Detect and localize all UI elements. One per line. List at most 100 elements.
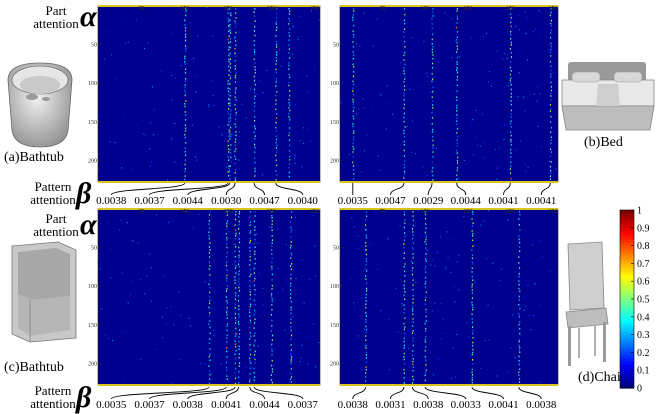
heatmap-cell (225, 361, 227, 364)
heatmap-cell (510, 161, 512, 164)
heatmap-cell (523, 96, 525, 98)
heatmap-cell (209, 261, 211, 263)
heatmap-cell (549, 178, 551, 180)
heatmap-cell (253, 379, 255, 382)
heatmap-cell (404, 28, 406, 30)
heatmap-cell (388, 319, 390, 321)
heatmap-cell (291, 334, 293, 337)
heatmap-cell (431, 310, 433, 312)
heatmap-cell (444, 268, 446, 270)
heatmap-cell (362, 98, 364, 100)
heatmap-cell (550, 86, 552, 88)
heatmap-cell (189, 22, 191, 24)
beta-value: 0.0037 (288, 399, 319, 411)
heatmap-cell (456, 41, 458, 44)
heatmap-cell (550, 121, 552, 123)
heatmap-cell (474, 281, 476, 283)
heatmap-cell (115, 77, 117, 79)
heatmap-cell (275, 57, 277, 59)
heatmap-cell (228, 69, 230, 72)
heatmap-cell (103, 58, 105, 60)
heatmap-cell (238, 336, 240, 338)
heatmap-cell (550, 48, 552, 51)
heatmap-cell (290, 241, 292, 243)
heatmap-cell (254, 376, 256, 378)
heatmap-cell (442, 142, 444, 144)
heatmap-cell (412, 363, 414, 366)
heatmap-cell (271, 368, 273, 370)
heatmap-cell (550, 45, 552, 48)
heatmap-cell (165, 323, 167, 325)
heatmap-cell (471, 313, 473, 315)
heatmap-cell (509, 79, 511, 82)
heatmap-cell (431, 72, 433, 75)
heatmap-cell (234, 36, 236, 39)
heatmap-cell (450, 377, 452, 379)
heatmap-cell (458, 254, 460, 256)
heatmap-cell (352, 110, 354, 112)
heatmap-cell (270, 374, 272, 376)
heatmap-cell (234, 238, 236, 240)
heatmap-cell (234, 279, 236, 281)
heatmap-cell (404, 270, 406, 273)
heatmap-cell (184, 150, 186, 153)
heatmap-cell (456, 117, 458, 119)
heatmap-cell (249, 280, 251, 282)
heatmap-cell (537, 125, 539, 127)
heatmap-cell (539, 93, 541, 95)
heatmap-cell (365, 245, 367, 247)
heatmap-cell (271, 226, 273, 228)
heatmap-cell (315, 366, 317, 368)
heatmap-cell (239, 131, 240, 133)
heatmap-cell (424, 330, 426, 332)
heatmap-cell (431, 51, 433, 54)
heatmap-cell (524, 163, 526, 165)
heatmap-cell (256, 93, 258, 95)
heatmap-cell (456, 120, 458, 122)
colorbar-tick-label: 0.7 (637, 259, 650, 270)
heatmap-cell (519, 241, 521, 244)
heatmap-cell (424, 355, 426, 358)
heatmap-cell (288, 68, 290, 71)
heatmap-cell (403, 112, 405, 115)
colorbar-tick-label: 0 (637, 384, 642, 393)
heatmap-cell (427, 75, 429, 77)
heatmap-cell (234, 59, 236, 62)
heatmap-cell (222, 236, 224, 238)
heatmap-cell (412, 310, 414, 312)
heatmap-cell (289, 109, 291, 112)
heatmap-cell (254, 72, 256, 74)
heatmap-cell (550, 32, 552, 34)
x-tick-label: 200 (506, 209, 515, 215)
heatmap-cell (412, 219, 414, 222)
y-tick-label: 150 (330, 323, 339, 329)
heatmap-cell (550, 139, 552, 141)
heatmap-cell (456, 38, 458, 41)
heatmap-cell (226, 378, 228, 380)
heatmap-cell (457, 162, 459, 164)
heatmap-cell (422, 166, 424, 168)
colorbar-segment (620, 281, 634, 285)
heatmap-cell (184, 80, 186, 83)
heatmap-cell (223, 125, 225, 127)
heatmap-cell (432, 135, 434, 138)
colorbar-segment (620, 239, 634, 244)
heatmap-cell (184, 168, 186, 170)
heatmap-cell (226, 220, 228, 222)
heatmap-cell (226, 356, 228, 358)
heatmap-cell (288, 17, 290, 20)
heatmap-cell (213, 329, 215, 331)
heatmap-cell (288, 175, 290, 178)
heatmap-cell (549, 51, 551, 54)
beta-value: 0.0041 (488, 399, 518, 411)
colorbar-tick-label: 0.3 (637, 330, 650, 341)
heatmap-cell (271, 249, 273, 251)
heatmap-cell (235, 31, 237, 34)
heatmap-cell (425, 327, 427, 330)
y-tick-label: 50 (333, 43, 339, 49)
heatmap-cell (498, 147, 500, 149)
heatmap-cell (143, 133, 144, 135)
heatmap-cell (472, 239, 474, 242)
heatmap-cell (456, 63, 458, 65)
